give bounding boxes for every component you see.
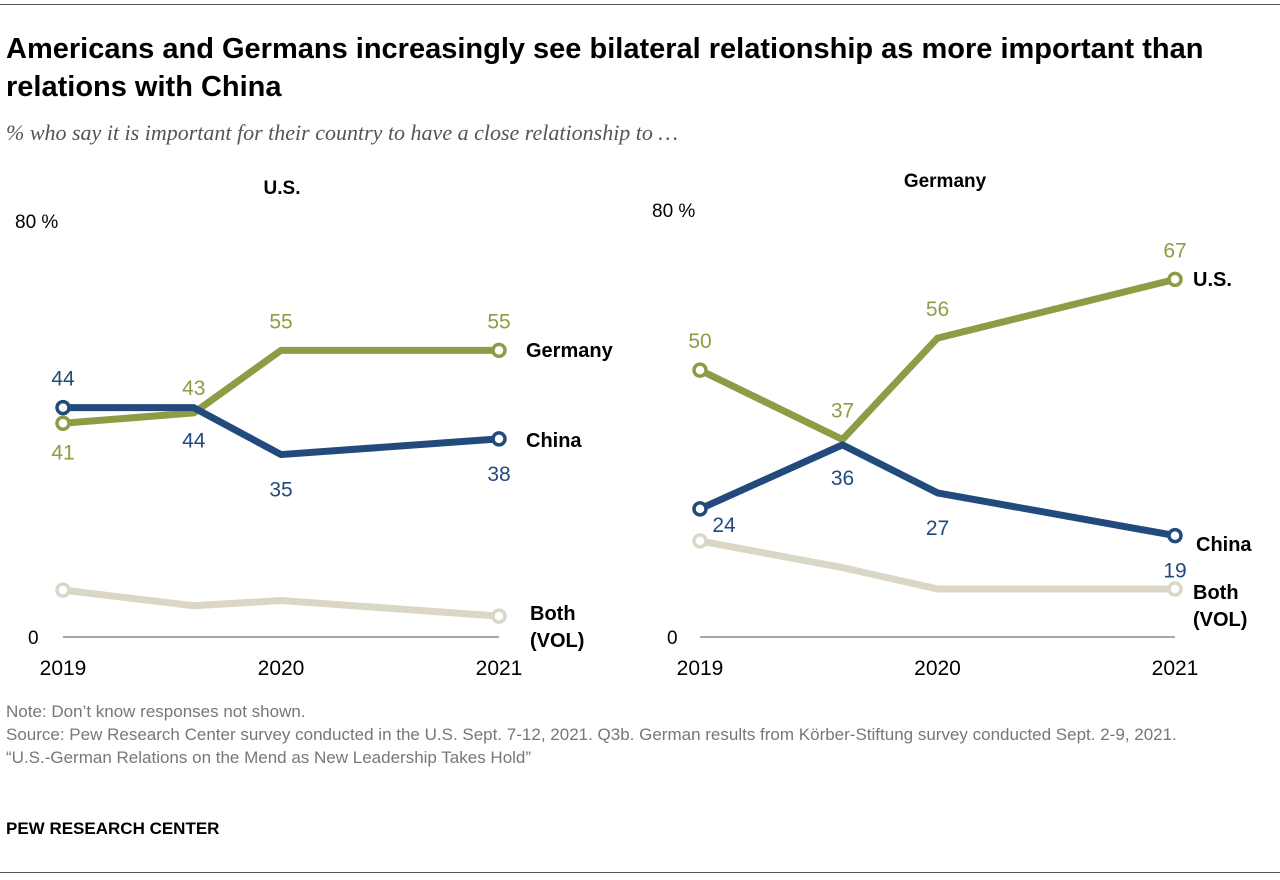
data-label: 44	[182, 430, 206, 453]
series-legend-label: Both	[530, 603, 576, 625]
data-label: 35	[269, 479, 292, 502]
x-tick-label: 2019	[677, 657, 724, 680]
y-tick-label: 80 %	[15, 212, 58, 233]
data-point-marker	[491, 431, 507, 447]
data-point-marker	[1167, 527, 1183, 544]
series-line	[62, 586, 500, 620]
top-rule	[0, 4, 1280, 5]
series-legend-label: Both	[1193, 582, 1239, 604]
data-label: 27	[926, 517, 949, 540]
brand-name: PEW RESEARCH CENTER	[6, 819, 220, 838]
data-label: 37	[831, 400, 854, 423]
data-point-marker	[491, 608, 507, 624]
footer-note: Note: Don’t know responses not shown.	[6, 702, 306, 721]
data-point-marker	[1167, 581, 1183, 597]
chart-subtitle: % who say it is important for their coun…	[6, 120, 678, 145]
series-legend-label: (VOL)	[1193, 609, 1247, 631]
data-point-marker	[692, 501, 708, 517]
series-legend-label: China	[1196, 534, 1252, 556]
y-tick-label: 0	[28, 628, 39, 649]
footer-report: “U.S.-German Relations on the Mend as Ne…	[6, 748, 532, 767]
panel-title: U.S.	[264, 178, 301, 199]
data-label: 44	[51, 368, 75, 391]
data-label: 50	[688, 330, 711, 353]
bottom-rule	[0, 872, 1280, 873]
x-tick-label: 2020	[914, 657, 961, 680]
data-point-marker	[491, 342, 507, 359]
data-label: 55	[487, 310, 510, 333]
x-tick-label: 2021	[1152, 657, 1199, 680]
data-label: 19	[1163, 560, 1186, 583]
data-point-marker	[692, 533, 708, 549]
data-label: 67	[1163, 239, 1186, 262]
data-label: 43	[182, 377, 205, 400]
series-line	[698, 441, 1176, 540]
panel-title: Germany	[904, 171, 987, 192]
data-label: 55	[269, 310, 292, 333]
data-point-marker	[55, 415, 71, 432]
series-line	[699, 537, 1175, 593]
series-line	[62, 346, 499, 427]
x-tick-label: 2019	[40, 657, 87, 680]
data-point-marker	[55, 582, 71, 598]
footer: Note: Don’t know responses not shown. So…	[6, 700, 1266, 769]
series-legend-label: U.S.	[1193, 269, 1232, 291]
data-label: 24	[712, 514, 736, 537]
series-line	[63, 404, 500, 459]
series-legend-label: Germany	[526, 340, 614, 362]
chart-title: Americans and Germans increasingly see b…	[6, 33, 1204, 103]
data-point-marker	[692, 362, 708, 378]
data-point-marker	[55, 399, 71, 416]
x-tick-label: 2020	[258, 657, 305, 680]
y-tick-label: 80 %	[652, 201, 695, 222]
data-label: 41	[51, 441, 74, 464]
x-tick-label: 2021	[476, 657, 523, 680]
data-point-marker	[1167, 271, 1183, 288]
series-legend-label: (VOL)	[530, 630, 584, 652]
data-label: 56	[926, 298, 949, 321]
data-label: 36	[831, 467, 854, 490]
footer-source: Source: Pew Research Center survey condu…	[6, 725, 1177, 744]
data-label: 38	[487, 463, 510, 486]
y-tick-label: 0	[667, 628, 678, 649]
series-legend-label: China	[526, 430, 582, 452]
series-line	[698, 275, 1176, 444]
